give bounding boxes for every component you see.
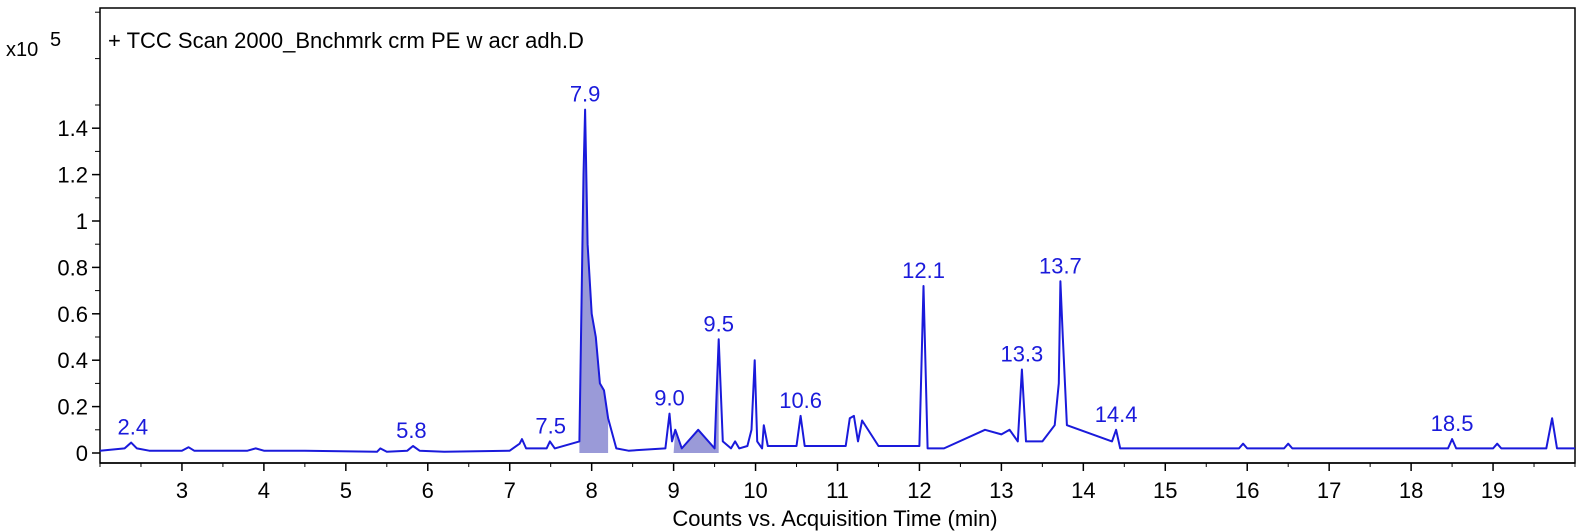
peak-label: 7.5 bbox=[535, 413, 566, 438]
x-tick-label: 12 bbox=[907, 478, 931, 503]
peak-label: 9.5 bbox=[703, 311, 734, 336]
peak-label: 5.8 bbox=[396, 418, 427, 443]
chart-title: + TCC Scan 2000_Bnchmrk crm PE w acr adh… bbox=[108, 28, 584, 53]
x-tick-label: 14 bbox=[1071, 478, 1095, 503]
x-tick-label: 8 bbox=[586, 478, 598, 503]
peak-label: 9.0 bbox=[654, 386, 685, 411]
peak-label: 7.9 bbox=[570, 82, 601, 107]
x-tick-label: 6 bbox=[422, 478, 434, 503]
peak-fill-1 bbox=[673, 339, 719, 453]
x-tick-label: 10 bbox=[743, 478, 767, 503]
y-tick-label: 0.4 bbox=[57, 348, 88, 373]
x-tick-label: 19 bbox=[1481, 478, 1505, 503]
x-tick-label: 5 bbox=[340, 478, 352, 503]
peak-label: 10.6 bbox=[779, 388, 822, 413]
y-tick-label: 0.6 bbox=[57, 302, 88, 327]
y-tick-label: 0.2 bbox=[57, 395, 88, 420]
y-scale-label: x10 bbox=[6, 39, 38, 61]
x-tick-label: 4 bbox=[258, 478, 270, 503]
peak-label: 13.7 bbox=[1039, 253, 1082, 278]
y-tick-label: 1.2 bbox=[57, 163, 88, 188]
plot-frame bbox=[99, 7, 1576, 464]
peak-label: 13.3 bbox=[1000, 341, 1043, 366]
peak-label: 14.4 bbox=[1095, 402, 1138, 427]
x-tick-label: 18 bbox=[1399, 478, 1423, 503]
y-scale-exponent: 5 bbox=[50, 29, 61, 51]
x-tick-label: 9 bbox=[667, 478, 679, 503]
y-tick-label: 1 bbox=[76, 209, 88, 234]
peak-label: 18.5 bbox=[1431, 411, 1474, 436]
y-tick-label: 1.4 bbox=[57, 116, 88, 141]
y-tick-label: 0 bbox=[76, 441, 88, 466]
x-tick-label: 16 bbox=[1235, 478, 1259, 503]
trace-line bbox=[99, 108, 1575, 453]
x-tick-label: 17 bbox=[1317, 478, 1341, 503]
x-axis-title: Counts vs. Acquisition Time (min) bbox=[672, 506, 997, 531]
x-tick-label: 11 bbox=[826, 478, 849, 503]
peak-label: 12.1 bbox=[902, 258, 945, 283]
x-tick-label: 15 bbox=[1153, 478, 1177, 503]
peak-label: 2.4 bbox=[117, 415, 148, 440]
x-tick-label: 13 bbox=[989, 478, 1013, 503]
chart-marks: 0 0.2 0.4 0.6 0.8 1 1.2 1.4 3 4 5 6 7 8 9 10 11 12 13 14 15 1… bbox=[57, 11, 1576, 503]
x-tick-label: 3 bbox=[176, 478, 188, 503]
x-tick-label: 7 bbox=[504, 478, 516, 503]
y-tick-label: 0.8 bbox=[57, 255, 88, 280]
